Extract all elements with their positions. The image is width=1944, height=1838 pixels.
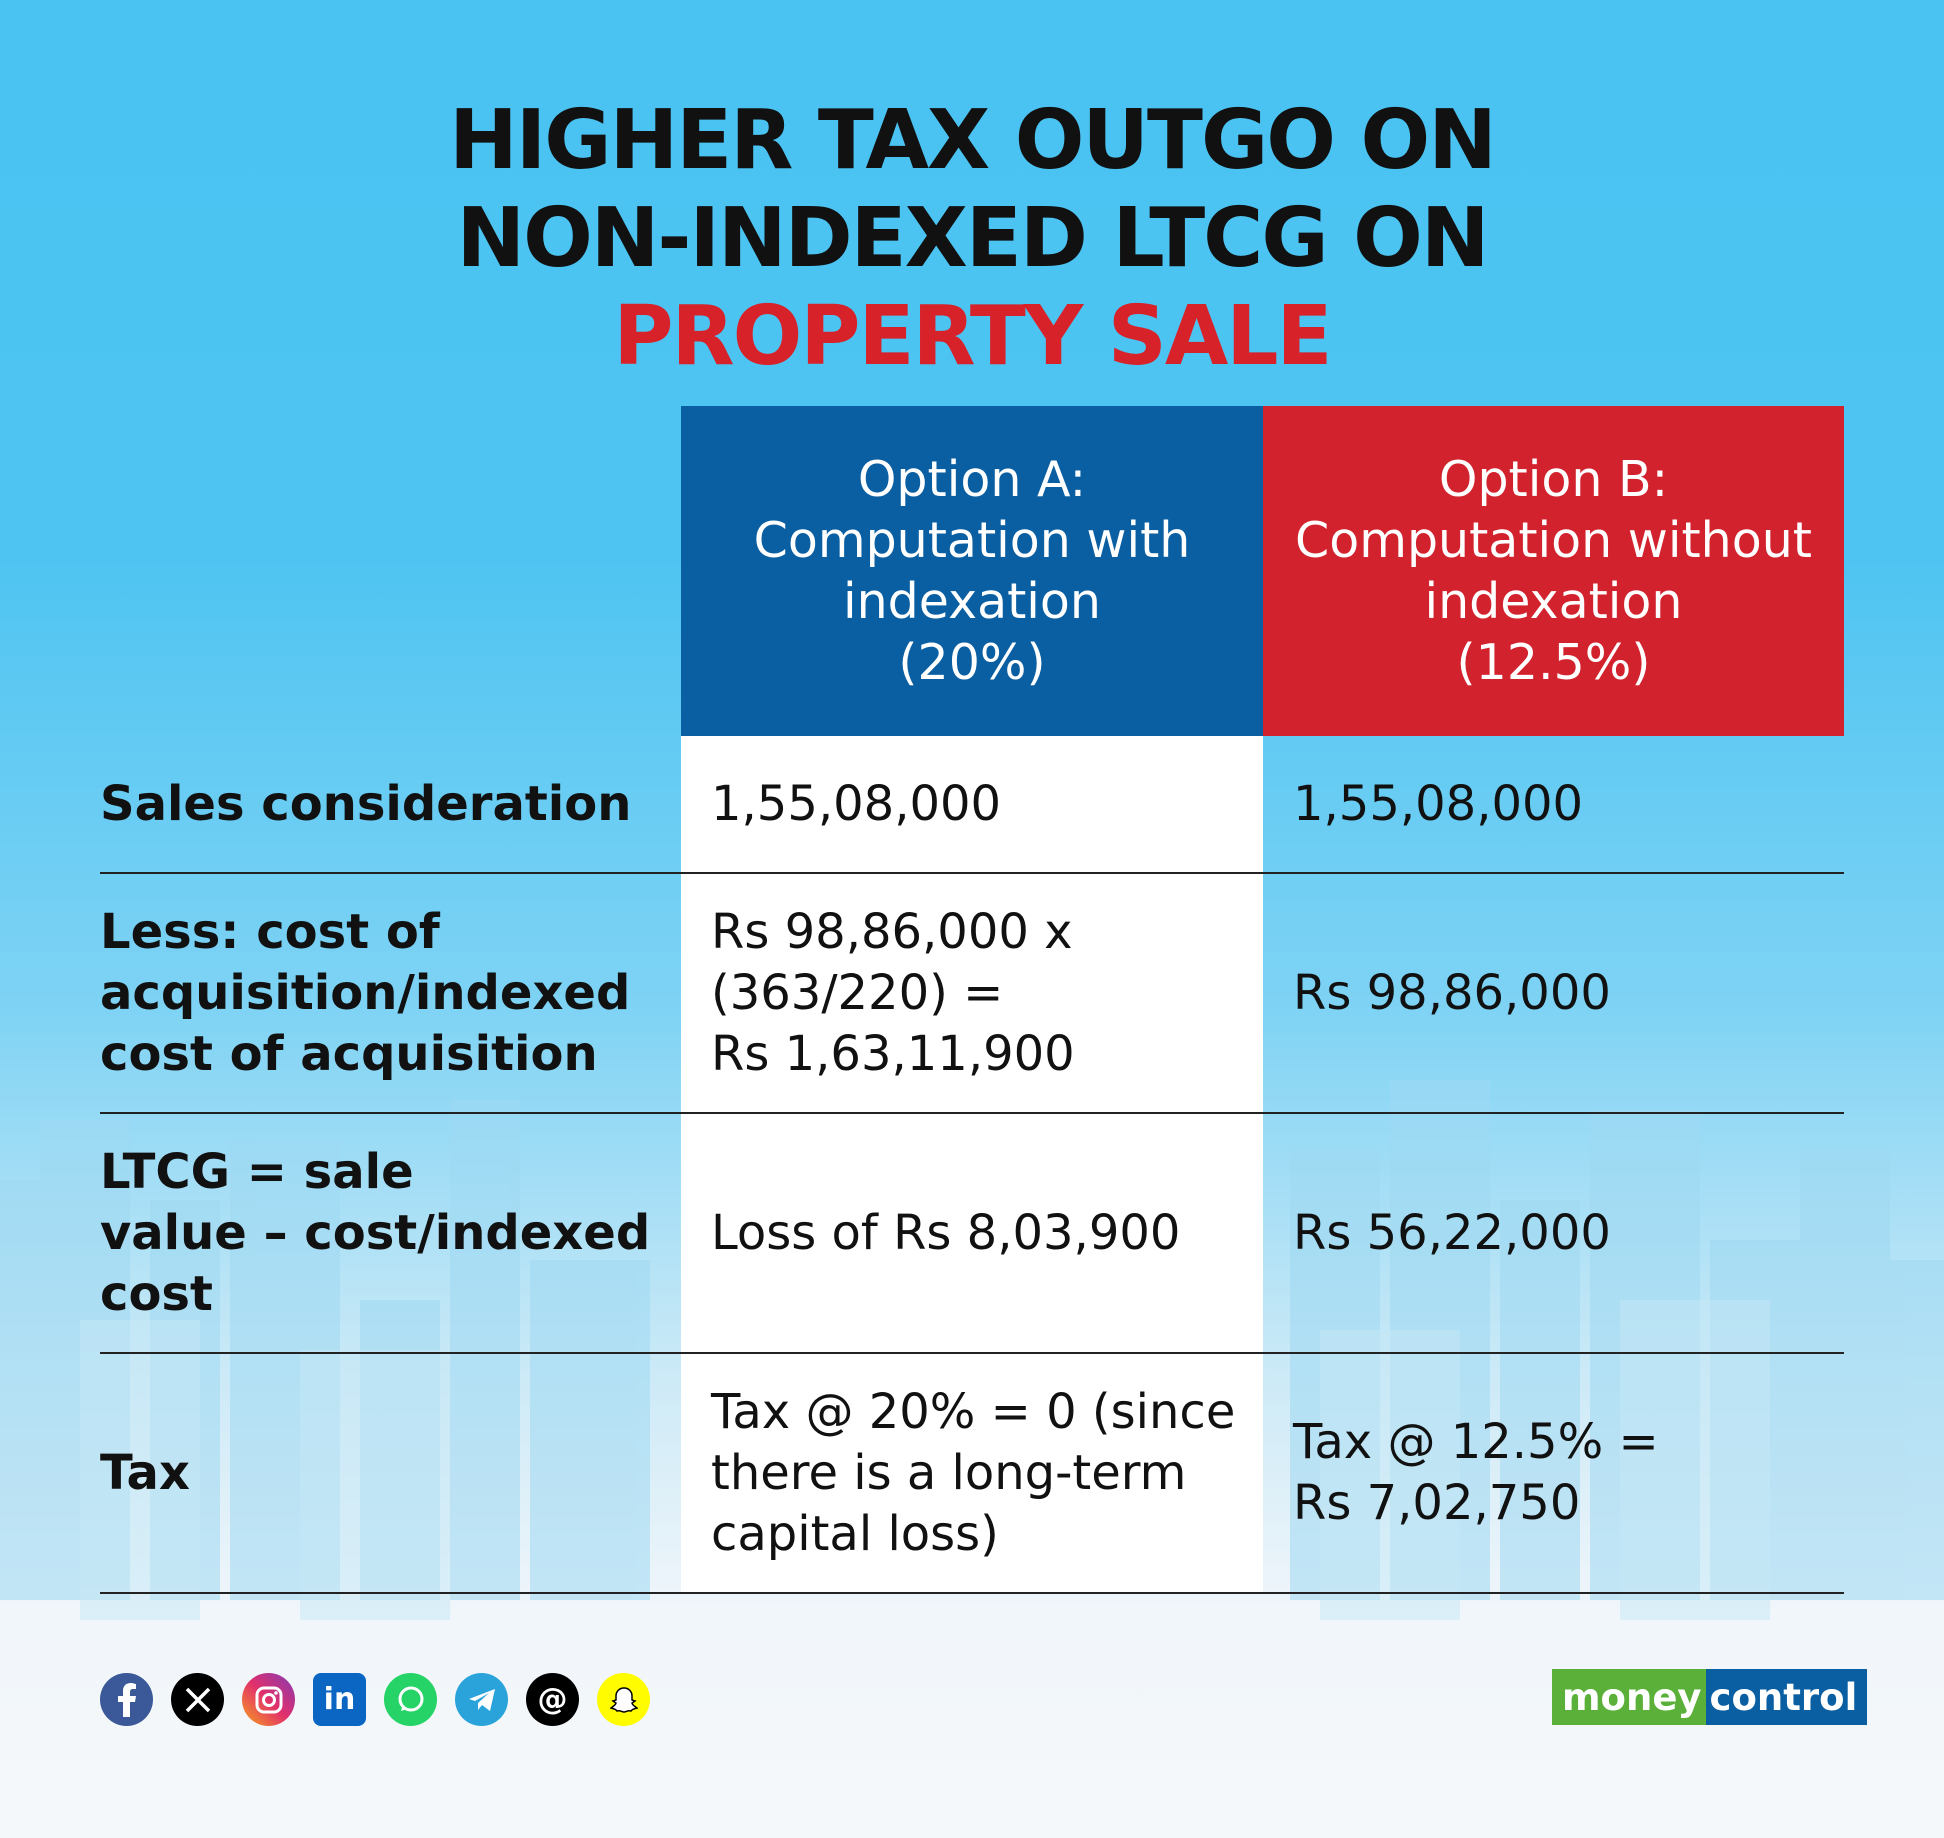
threads-icon[interactable]: @: [526, 1673, 579, 1726]
row-label: Sales consideration: [100, 775, 632, 832]
telegram-icon[interactable]: [455, 1673, 508, 1726]
logo-part-money: money: [1552, 1669, 1706, 1725]
table-row: Less: cost of acquisition/indexed cost o…: [100, 874, 1844, 1112]
option-a-cell: Loss of Rs 8,03,900: [711, 1204, 1181, 1261]
option-b-label: Option B: Computation without indexation…: [1295, 451, 1812, 691]
row-divider: [100, 872, 1844, 874]
title-line-3-highlight: PROPERTY SALE: [613, 289, 1332, 384]
option-a-cell: 1,55,08,000: [711, 775, 1002, 832]
row-label: LTCG = sale value – cost/indexed cost: [100, 1143, 651, 1322]
row-label: Tax: [100, 1444, 190, 1501]
option-a-cell: Rs 98,86,000 x (363/220) = Rs 1,63,11,90…: [711, 903, 1075, 1082]
option-a-label: Option A: Computation with indexation (2…: [753, 451, 1191, 691]
whatsapp-icon[interactable]: [384, 1673, 437, 1726]
option-a-column-background: [681, 736, 1263, 1593]
title-line-1: HIGHER TAX OUTGO ON: [449, 93, 1497, 188]
table-row: Sales consideration 1,55,08,000 1,55,08,…: [100, 736, 1844, 872]
social-icons: in @: [100, 1673, 650, 1726]
linkedin-icon[interactable]: in: [313, 1673, 366, 1726]
logo-part-control: control: [1705, 1669, 1868, 1725]
row-label: Less: cost of acquisition/indexed cost o…: [100, 903, 631, 1082]
option-b-cell: Rs 56,22,000: [1293, 1204, 1611, 1261]
row-divider: [100, 1352, 1844, 1354]
moneycontrol-logo: money control: [1552, 1669, 1868, 1725]
title-line-2: NON-INDEXED LTCG ON: [456, 191, 1489, 286]
table-row: Tax Tax @ 20% = 0 (since there is a long…: [100, 1354, 1844, 1592]
snapchat-icon[interactable]: [597, 1673, 650, 1726]
column-header-option-b: Option B: Computation without indexation…: [1263, 406, 1844, 736]
column-header-option-a: Option A: Computation with indexation (2…: [681, 406, 1263, 736]
x-icon[interactable]: [171, 1673, 224, 1726]
row-divider: [100, 1592, 1844, 1594]
option-b-cell: Tax @ 12.5% = Rs 7,02,750: [1293, 1414, 1659, 1531]
table-row: LTCG = sale value – cost/indexed cost Lo…: [100, 1114, 1844, 1352]
option-b-cell: Rs 98,86,000: [1293, 964, 1611, 1021]
option-a-cell: Tax @ 20% = 0 (since there is a long-ter…: [711, 1383, 1236, 1562]
facebook-icon[interactable]: [100, 1673, 153, 1726]
row-divider: [100, 1112, 1844, 1114]
option-b-cell: 1,55,08,000: [1293, 775, 1584, 832]
page-title: HIGHER TAX OUTGO ON NON-INDEXED LTCG ON …: [0, 92, 1944, 386]
instagram-icon[interactable]: [242, 1673, 295, 1726]
